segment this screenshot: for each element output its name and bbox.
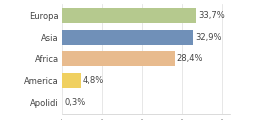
- Text: 0,3%: 0,3%: [64, 98, 86, 107]
- Text: 32,9%: 32,9%: [195, 33, 221, 42]
- Text: 33,7%: 33,7%: [198, 11, 225, 20]
- Bar: [62, 73, 81, 88]
- Text: 28,4%: 28,4%: [177, 54, 203, 63]
- Bar: [62, 51, 175, 66]
- Bar: [62, 30, 193, 45]
- Bar: [62, 95, 63, 109]
- Bar: [62, 8, 196, 23]
- Text: 4,8%: 4,8%: [82, 76, 104, 85]
